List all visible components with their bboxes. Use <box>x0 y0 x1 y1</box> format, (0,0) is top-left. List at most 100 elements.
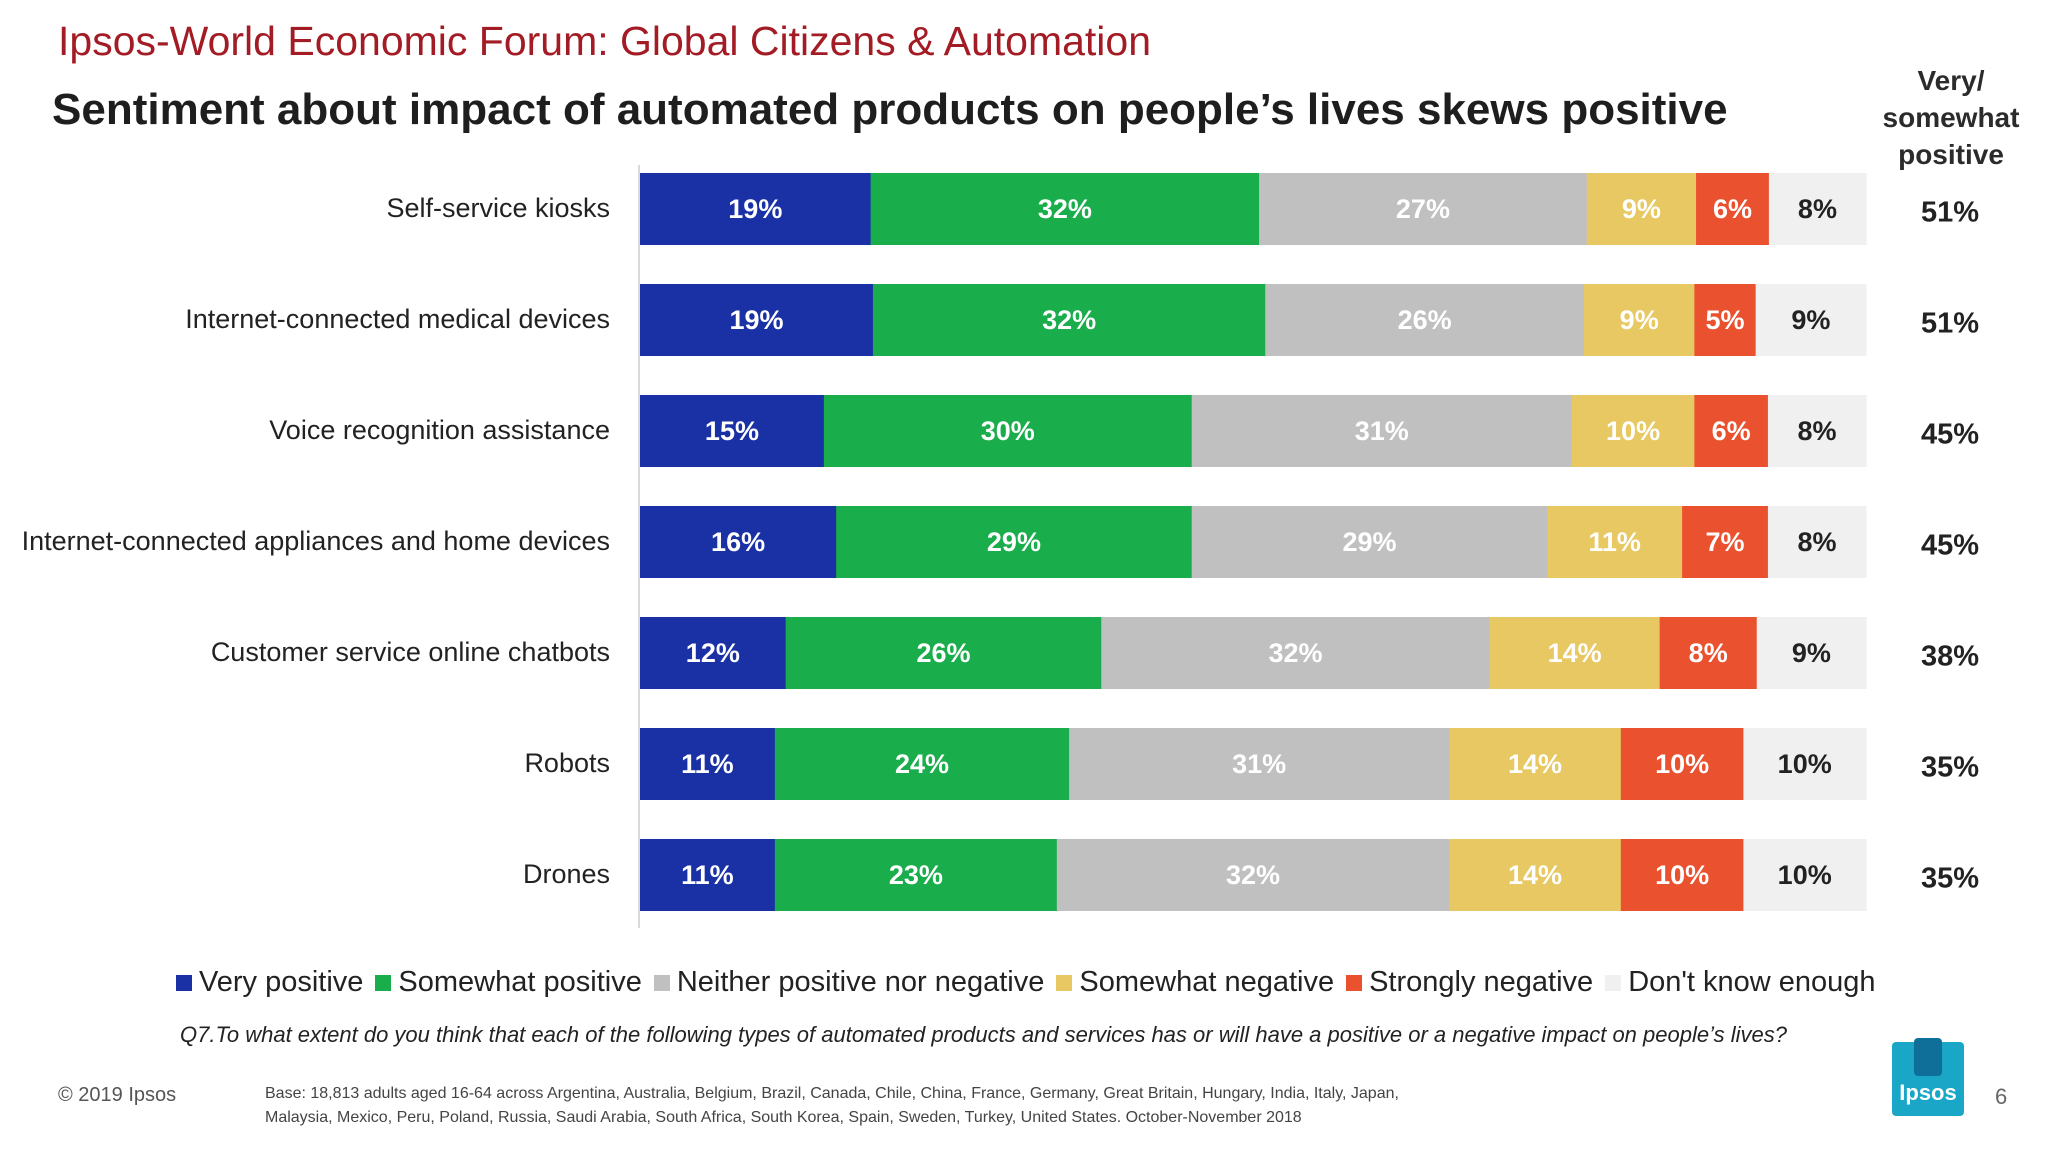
bar-segment-somewhat-positive <box>785 617 1102 689</box>
bar-segment-strongly-negative <box>1620 839 1744 911</box>
data-label: 10% <box>1655 860 1709 890</box>
data-label: 8% <box>1689 638 1728 668</box>
chart-title: Sentiment about impact of automated prod… <box>52 85 1728 134</box>
bar-segment-somewhat-positive <box>870 173 1260 245</box>
legend-swatch <box>1605 974 1622 991</box>
totals-column-header: Very/ somewhat positive <box>1866 62 2036 173</box>
base-note: Base: 18,813 adults aged 16-64 across Ar… <box>265 1082 1399 1130</box>
ipsos-logo: Ipsos <box>1892 1038 1964 1116</box>
totals-header-line: Very/ <box>1917 65 1985 96</box>
bar-segment-somewhat-positive <box>872 284 1266 356</box>
bar-segment-neither-positive-nor-negative <box>1191 395 1573 467</box>
total-positive-label: 45% <box>1921 530 1979 562</box>
bar-segment-don-t-know-enough <box>1743 728 1867 800</box>
logo-text: Ipsos <box>1899 1080 1957 1105</box>
bar-segment-neither-positive-nor-negative <box>1265 284 1585 356</box>
legend-item: Don't know enough <box>1605 966 1876 999</box>
bar-segment-very-positive <box>640 284 874 356</box>
legend-label: Don't know enough <box>1628 966 1876 998</box>
legend-item: Somewhat positive <box>375 966 642 999</box>
total-positive-label: 51% <box>1921 197 1979 229</box>
data-label: 15% <box>705 416 759 446</box>
legend-label: Somewhat negative <box>1079 966 1335 998</box>
bar-segment-neither-positive-nor-negative <box>1191 506 1548 578</box>
bar-segment-somewhat-positive <box>774 839 1058 911</box>
copyright: © 2019 Ipsos <box>58 1084 177 1106</box>
total-positive-label: 35% <box>1921 863 1979 895</box>
data-label: 19% <box>728 194 782 224</box>
bar-segment-very-positive <box>640 839 776 911</box>
data-label: 10% <box>1778 860 1832 890</box>
bar-segment-neither-positive-nor-negative <box>1056 839 1450 911</box>
bar-segment-strongly-negative <box>1682 506 1769 578</box>
data-label: 14% <box>1548 638 1602 668</box>
data-label: 10% <box>1655 749 1709 779</box>
data-label: 24% <box>895 749 949 779</box>
base-note-line: Base: 18,813 adults aged 16-64 across Ar… <box>265 1085 1399 1102</box>
logo-mark-icon <box>1914 1038 1942 1076</box>
legend-item: Somewhat negative <box>1056 966 1334 999</box>
data-label: 19% <box>729 305 783 335</box>
bar-segment-strongly-negative <box>1659 617 1758 689</box>
data-label: 7% <box>1705 527 1744 557</box>
data-label: 31% <box>1355 416 1409 446</box>
bar-segment-neither-positive-nor-negative <box>1259 173 1588 245</box>
bar-segment-very-positive <box>640 173 872 245</box>
data-label: 30% <box>981 416 1035 446</box>
legend-item: Very positive <box>176 966 363 999</box>
legend-item: Strongly negative <box>1346 966 1593 999</box>
legend-swatch <box>1346 974 1363 991</box>
bar-segment-very-positive <box>640 506 837 578</box>
category-label: Robots <box>524 748 610 778</box>
category-label: Drones <box>523 859 610 889</box>
bar-segment-don-t-know-enough <box>1768 173 1867 245</box>
bar-segment-neither-positive-nor-negative <box>1101 617 1491 689</box>
totals-header-line: positive <box>1898 139 2004 170</box>
data-label: 8% <box>1798 194 1837 224</box>
data-label: 8% <box>1797 416 1836 446</box>
bar-segment-don-t-know-enough <box>1767 395 1867 467</box>
bar-segment-neither-positive-nor-negative <box>1069 728 1450 800</box>
data-label: 11% <box>681 749 734 779</box>
bar-segment-somewhat-negative <box>1547 506 1683 578</box>
bar-segment-somewhat-negative <box>1449 839 1622 911</box>
bar-segment-somewhat-negative <box>1489 617 1661 689</box>
data-label: 9% <box>1792 638 1831 668</box>
legend-swatch <box>653 974 670 991</box>
total-positive-label: 45% <box>1921 419 1979 451</box>
bar-segment-don-t-know-enough <box>1767 506 1867 578</box>
data-label: 29% <box>1342 527 1396 557</box>
base-note-line: Malaysia, Mexico, Peru, Poland, Russia, … <box>265 1109 1302 1126</box>
bar-segment-somewhat-negative <box>1449 728 1622 800</box>
data-label: 32% <box>1038 194 1092 224</box>
legend-label: Neither positive nor negative <box>676 966 1045 998</box>
bar-segment-somewhat-negative <box>1586 173 1697 245</box>
bar-segment-very-positive <box>640 617 787 689</box>
data-label: 5% <box>1705 305 1744 335</box>
bar-segment-strongly-negative <box>1696 173 1770 245</box>
legend: Very positive Somewhat positive Neither po… <box>176 966 1888 999</box>
data-label: 9% <box>1791 305 1830 335</box>
data-label: 9% <box>1620 305 1659 335</box>
bar-segment-strongly-negative <box>1620 728 1744 800</box>
data-label: 8% <box>1797 527 1836 557</box>
data-label: 32% <box>1042 305 1096 335</box>
stacked-bar-chart: Self-service kiosks 19% 32% 27% 9% 6% 8% 51% Int… <box>22 165 1979 928</box>
bar-segment-somewhat-negative <box>1584 284 1695 356</box>
data-label: 6% <box>1713 194 1752 224</box>
category-label: Internet-connected appliances and home d… <box>22 526 610 556</box>
category-label: Internet-connected medical devices <box>185 304 610 334</box>
total-positive-label: 38% <box>1921 641 1979 673</box>
bar-segment-don-t-know-enough <box>1755 284 1867 356</box>
data-label: 23% <box>889 860 943 890</box>
data-label: 27% <box>1396 194 1450 224</box>
data-label: 16% <box>711 527 765 557</box>
data-label: 11% <box>681 860 734 890</box>
data-label: 26% <box>916 638 970 668</box>
data-label: 12% <box>686 638 740 668</box>
category-label: Voice recognition assistance <box>269 415 610 445</box>
data-label: 9% <box>1622 194 1661 224</box>
bar-segment-somewhat-negative <box>1571 395 1695 467</box>
total-positive-label: 51% <box>1921 308 1979 340</box>
legend-swatch <box>375 974 392 991</box>
